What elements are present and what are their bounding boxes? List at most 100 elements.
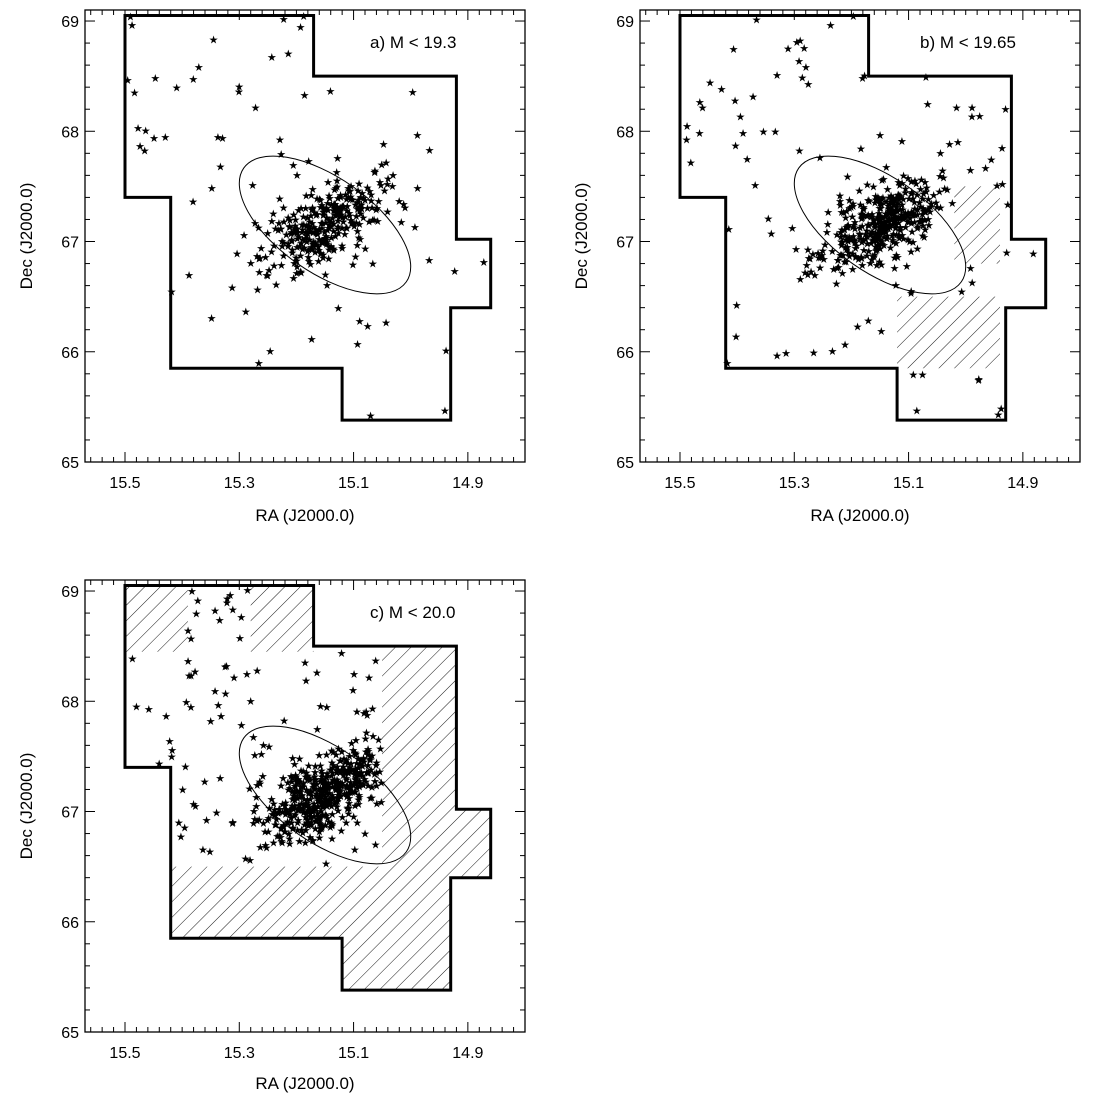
star-point: ★ xyxy=(298,781,308,794)
star-point: ★ xyxy=(986,153,996,166)
star-point: ★ xyxy=(866,210,876,223)
star-point: ★ xyxy=(285,221,295,234)
star-point: ★ xyxy=(336,825,346,838)
star-point: ★ xyxy=(369,214,379,227)
star-point: ★ xyxy=(889,199,899,212)
star-point: ★ xyxy=(325,793,335,806)
star-point: ★ xyxy=(337,779,347,792)
star-point: ★ xyxy=(332,760,342,773)
star-point: ★ xyxy=(225,589,235,602)
star-point: ★ xyxy=(906,207,916,220)
x-tick-label: 15.5 xyxy=(109,475,140,492)
star-point: ★ xyxy=(837,236,847,249)
star-point: ★ xyxy=(355,218,365,231)
star-point: ★ xyxy=(794,55,804,68)
star-point: ★ xyxy=(879,173,889,186)
star-point: ★ xyxy=(368,257,378,270)
star-point: ★ xyxy=(323,176,333,189)
star-point: ★ xyxy=(312,227,322,240)
star-point: ★ xyxy=(216,710,226,723)
star-point: ★ xyxy=(293,226,303,239)
star-point: ★ xyxy=(899,211,909,224)
x-tick-label: 15.1 xyxy=(893,475,924,492)
star-point: ★ xyxy=(879,216,889,229)
star-point: ★ xyxy=(317,767,327,780)
star-point: ★ xyxy=(241,306,251,319)
star-point: ★ xyxy=(320,269,330,282)
star-point: ★ xyxy=(918,369,928,382)
star-point: ★ xyxy=(865,257,875,270)
star-point: ★ xyxy=(296,786,306,799)
y-tick-label: 68 xyxy=(61,694,79,711)
star-point: ★ xyxy=(292,774,302,787)
star-point: ★ xyxy=(879,224,889,237)
star-point: ★ xyxy=(856,252,866,265)
y-tick-label: 66 xyxy=(616,345,634,362)
star-point: ★ xyxy=(875,243,885,256)
star-point: ★ xyxy=(900,207,910,220)
star-point: ★ xyxy=(328,759,338,772)
star-point: ★ xyxy=(288,802,298,815)
star-point: ★ xyxy=(263,826,273,839)
star-point: ★ xyxy=(832,262,842,275)
star-point: ★ xyxy=(293,817,303,830)
star-point: ★ xyxy=(276,148,286,161)
star-point: ★ xyxy=(331,783,341,796)
y-tick-label: 65 xyxy=(616,455,634,472)
star-point: ★ xyxy=(868,235,878,248)
survey-footprint xyxy=(123,584,493,992)
star-point: ★ xyxy=(939,171,949,184)
star-point: ★ xyxy=(320,226,330,239)
star-point: ★ xyxy=(305,787,315,800)
star-point: ★ xyxy=(320,232,330,245)
star-point: ★ xyxy=(915,215,925,228)
star-point: ★ xyxy=(332,180,342,193)
star-point: ★ xyxy=(866,228,876,241)
star-point: ★ xyxy=(232,247,242,260)
star-point: ★ xyxy=(303,251,313,264)
star-point: ★ xyxy=(314,784,324,797)
star-point: ★ xyxy=(333,805,343,818)
y-tick-label: 66 xyxy=(61,345,79,362)
star-point: ★ xyxy=(850,235,860,248)
star-point: ★ xyxy=(296,802,306,815)
x-tick-label: 15.1 xyxy=(338,1045,369,1062)
star-point: ★ xyxy=(323,794,333,807)
star-point: ★ xyxy=(843,221,853,234)
star-point: ★ xyxy=(843,171,853,184)
star-point: ★ xyxy=(319,235,329,248)
star-point: ★ xyxy=(267,246,277,259)
star-point: ★ xyxy=(695,127,705,140)
star-point: ★ xyxy=(343,757,353,770)
y-tick-label: 67 xyxy=(61,805,79,822)
star-point: ★ xyxy=(314,255,324,268)
star-point: ★ xyxy=(184,269,194,282)
star-point: ★ xyxy=(441,345,451,358)
star-point: ★ xyxy=(279,201,289,214)
star-point: ★ xyxy=(906,176,916,189)
star-point: ★ xyxy=(370,166,380,179)
star-point: ★ xyxy=(862,179,872,192)
star-point: ★ xyxy=(298,223,308,236)
star-point: ★ xyxy=(410,221,420,234)
star-point: ★ xyxy=(186,633,196,646)
star-point: ★ xyxy=(783,43,793,56)
star-point: ★ xyxy=(857,213,867,226)
star-point: ★ xyxy=(317,790,327,803)
star-point: ★ xyxy=(334,782,344,795)
star-point: ★ xyxy=(911,178,921,191)
star-point: ★ xyxy=(324,214,334,227)
star-point: ★ xyxy=(383,173,393,186)
star-point: ★ xyxy=(309,801,319,814)
star-point: ★ xyxy=(336,210,346,223)
star-point: ★ xyxy=(342,193,352,206)
star-point: ★ xyxy=(1002,247,1012,260)
footprint-outline xyxy=(123,584,493,992)
star-point: ★ xyxy=(283,240,293,253)
star-point: ★ xyxy=(997,178,1007,191)
star-point: ★ xyxy=(362,709,372,722)
star-point: ★ xyxy=(881,161,891,174)
star-point: ★ xyxy=(295,240,305,253)
star-point: ★ xyxy=(309,803,319,816)
star-point: ★ xyxy=(188,195,198,208)
